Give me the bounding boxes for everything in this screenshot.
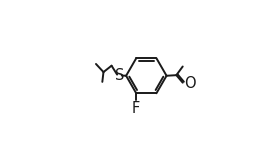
Text: S: S — [115, 68, 124, 83]
Text: F: F — [132, 101, 140, 116]
Text: O: O — [184, 76, 196, 91]
